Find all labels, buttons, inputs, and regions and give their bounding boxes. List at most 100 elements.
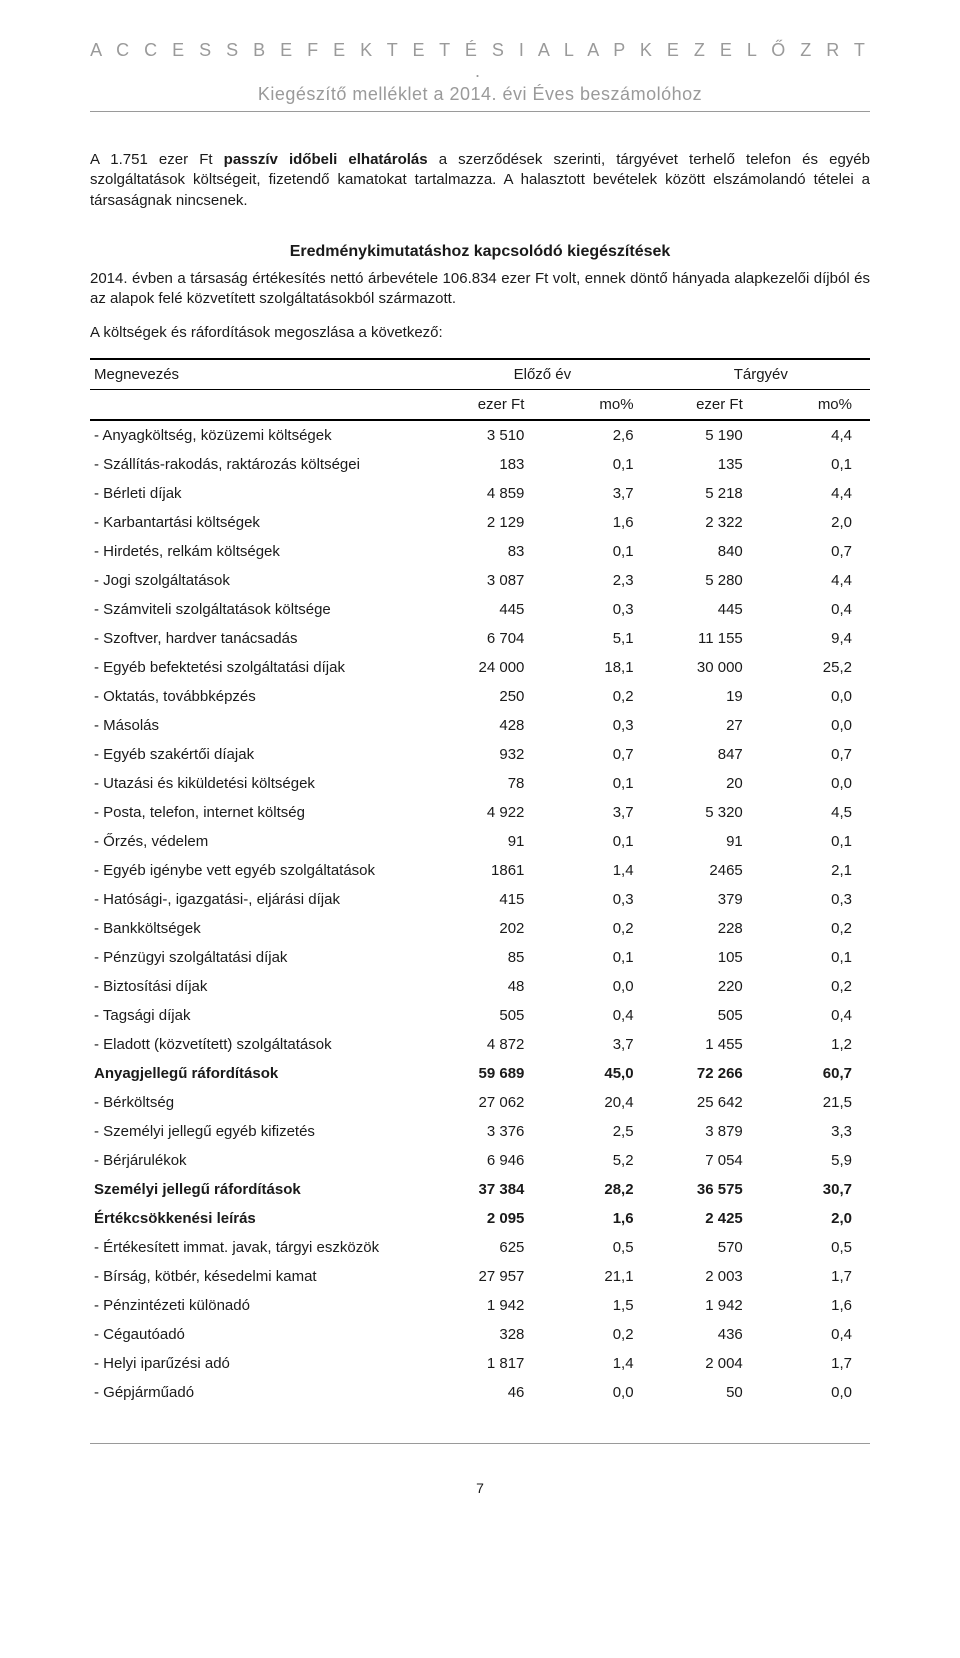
row-curr-pct: 0,2 [761, 914, 870, 943]
row-name: - Értékesített immat. javak, tárgyi eszk… [90, 1233, 433, 1262]
paragraph-2: 2014. évben a társaság értékesítés nettó… [90, 269, 870, 310]
row-prev-val: 3 376 [433, 1117, 542, 1146]
table-row: - Szállítás-rakodás, raktározás költsége… [90, 450, 870, 479]
row-curr-val: 135 [652, 450, 761, 479]
row-curr-pct: 0,7 [761, 740, 870, 769]
row-curr-pct: 0,4 [761, 1320, 870, 1349]
header-rule [90, 111, 870, 112]
row-curr-val: 220 [652, 972, 761, 1001]
col-pct2: mo% [761, 389, 870, 420]
row-prev-pct: 0,7 [542, 740, 651, 769]
row-curr-val: 30 000 [652, 653, 761, 682]
col-prev: Előző év [433, 359, 651, 390]
row-curr-val: 2 425 [652, 1204, 761, 1233]
row-name: - Helyi iparűzési adó [90, 1349, 433, 1378]
table-row: - Egyéb igénybe vett egyéb szolgáltatáso… [90, 856, 870, 885]
row-curr-val: 50 [652, 1378, 761, 1407]
row-curr-pct: 4,4 [761, 479, 870, 508]
row-prev-val: 250 [433, 682, 542, 711]
row-curr-val: 25 642 [652, 1088, 761, 1117]
row-curr-pct: 0,3 [761, 885, 870, 914]
row-curr-val: 5 320 [652, 798, 761, 827]
row-prev-pct: 1,4 [542, 1349, 651, 1378]
row-prev-val: 6 946 [433, 1146, 542, 1175]
row-prev-pct: 0,2 [542, 682, 651, 711]
section-title: Eredménykimutatáshoz kapcsolódó kiegészí… [90, 243, 870, 261]
table-row: - Bírság, kötbér, késedelmi kamat27 9572… [90, 1262, 870, 1291]
row-prev-pct: 1,5 [542, 1291, 651, 1320]
row-name: Anyagjellegű ráfordítások [90, 1059, 433, 1088]
row-curr-val: 5 280 [652, 566, 761, 595]
row-curr-pct: 0,1 [761, 827, 870, 856]
row-prev-val: 4 922 [433, 798, 542, 827]
row-prev-pct: 21,1 [542, 1262, 651, 1291]
row-prev-val: 328 [433, 1320, 542, 1349]
table-row: Személyi jellegű ráfordítások37 38428,23… [90, 1175, 870, 1204]
table-row: - Értékesített immat. javak, tárgyi eszk… [90, 1233, 870, 1262]
col-pct1: mo% [542, 389, 651, 420]
row-prev-pct: 0,3 [542, 595, 651, 624]
row-prev-pct: 0,2 [542, 1320, 651, 1349]
table-row: - Tagsági díjak5050,45050,4 [90, 1001, 870, 1030]
row-name: - Egyéb igénybe vett egyéb szolgáltatáso… [90, 856, 433, 885]
row-curr-pct: 0,4 [761, 595, 870, 624]
table-row: - Gépjárműadó460,0500,0 [90, 1378, 870, 1407]
row-name: - Jogi szolgáltatások [90, 566, 433, 595]
row-prev-pct: 3,7 [542, 798, 651, 827]
row-prev-val: 24 000 [433, 653, 542, 682]
document-header: A C C E S S B E F E K T E T É S I A L A … [90, 40, 870, 105]
row-name: - Egyéb szakértői díajak [90, 740, 433, 769]
row-prev-val: 183 [433, 450, 542, 479]
table-row: - Eladott (közvetített) szolgáltatások4 … [90, 1030, 870, 1059]
row-prev-pct: 2,6 [542, 420, 651, 450]
row-curr-pct: 1,7 [761, 1262, 870, 1291]
row-prev-pct: 20,4 [542, 1088, 651, 1117]
row-prev-pct: 0,1 [542, 943, 651, 972]
row-prev-val: 202 [433, 914, 542, 943]
row-prev-val: 415 [433, 885, 542, 914]
row-name: - Pénzintézeti különadó [90, 1291, 433, 1320]
row-curr-pct: 0,0 [761, 769, 870, 798]
row-name: - Másolás [90, 711, 433, 740]
row-curr-pct: 5,9 [761, 1146, 870, 1175]
paragraph-1: A 1.751 ezer Ft passzív időbeli elhatáro… [90, 150, 870, 211]
row-prev-val: 6 704 [433, 624, 542, 653]
row-curr-val: 2 004 [652, 1349, 761, 1378]
row-prev-val: 85 [433, 943, 542, 972]
row-curr-val: 1 455 [652, 1030, 761, 1059]
row-name: - Posta, telefon, internet költség [90, 798, 433, 827]
row-curr-val: 505 [652, 1001, 761, 1030]
row-prev-val: 37 384 [433, 1175, 542, 1204]
row-curr-val: 72 266 [652, 1059, 761, 1088]
table-row: - Anyagköltség, közüzemi költségek3 5102… [90, 420, 870, 450]
table-row: - Bankköltségek2020,22280,2 [90, 914, 870, 943]
row-name: - Bankköltségek [90, 914, 433, 943]
row-name: - Gépjárműadó [90, 1378, 433, 1407]
row-prev-val: 505 [433, 1001, 542, 1030]
row-curr-pct: 3,3 [761, 1117, 870, 1146]
row-name: - Bírság, kötbér, késedelmi kamat [90, 1262, 433, 1291]
row-name: - Eladott (közvetített) szolgáltatások [90, 1030, 433, 1059]
row-prev-pct: 45,0 [542, 1059, 651, 1088]
row-name: - Karbantartási költségek [90, 508, 433, 537]
paragraph-3: A költségek és ráfordítások megoszlása a… [90, 323, 870, 343]
row-curr-val: 2 003 [652, 1262, 761, 1291]
row-curr-pct: 4,5 [761, 798, 870, 827]
row-prev-pct: 3,7 [542, 479, 651, 508]
row-curr-val: 2 322 [652, 508, 761, 537]
row-curr-pct: 4,4 [761, 566, 870, 595]
row-prev-pct: 5,1 [542, 624, 651, 653]
row-curr-val: 20 [652, 769, 761, 798]
col-name: Megnevezés [90, 359, 433, 390]
row-curr-pct: 60,7 [761, 1059, 870, 1088]
table-row: - Jogi szolgáltatások3 0872,35 2804,4 [90, 566, 870, 595]
table-row: - Hatósági-, igazgatási-, eljárási díjak… [90, 885, 870, 914]
row-prev-val: 59 689 [433, 1059, 542, 1088]
row-prev-val: 1861 [433, 856, 542, 885]
row-prev-pct: 3,7 [542, 1030, 651, 1059]
row-prev-pct: 0,0 [542, 972, 651, 1001]
table-header-row-1: Megnevezés Előző év Tárgyév [90, 359, 870, 390]
row-curr-pct: 2,0 [761, 1204, 870, 1233]
row-prev-pct: 18,1 [542, 653, 651, 682]
row-curr-val: 436 [652, 1320, 761, 1349]
